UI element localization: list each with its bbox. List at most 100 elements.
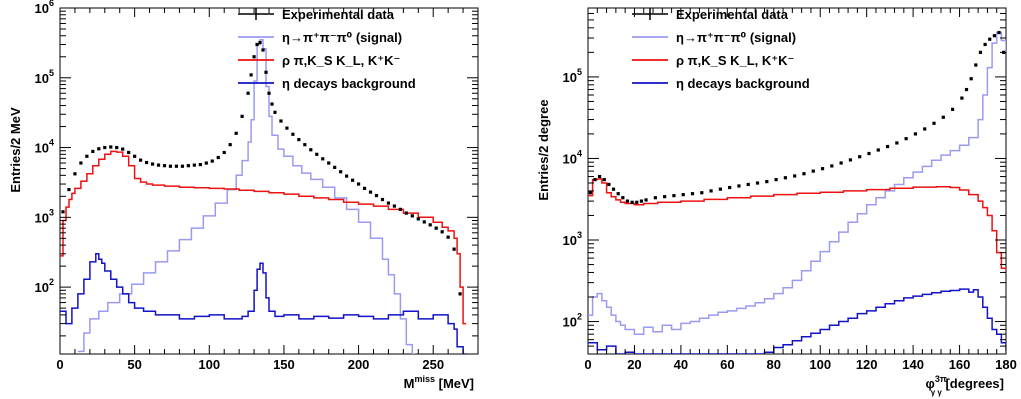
- data-point: [249, 73, 253, 77]
- data-point: [252, 55, 256, 59]
- data-point: [983, 42, 987, 47]
- data-point: [386, 201, 391, 205]
- y-tick-label: 105: [563, 67, 582, 85]
- data-point: [204, 161, 208, 165]
- series-data-points: [61, 40, 462, 296]
- data-point: [746, 182, 750, 187]
- data-point: [156, 163, 161, 167]
- data-point: [598, 174, 602, 179]
- x-axis-ticks: 0 50 100 150 200 250: [56, 8, 479, 372]
- data-point: [374, 193, 379, 198]
- data-point: [404, 211, 408, 215]
- data-point: [969, 77, 973, 81]
- data-point: [858, 155, 862, 159]
- data-point: [607, 182, 611, 187]
- x-tick-label: 50: [127, 357, 141, 372]
- legend-entry-signal: η→π⁺π⁻π⁰ (signal): [632, 30, 796, 45]
- data-point: [61, 210, 65, 214]
- data-point: [923, 127, 927, 131]
- data-point: [368, 190, 373, 194]
- data-point: [783, 176, 787, 180]
- data-point: [653, 196, 657, 200]
- data-point: [115, 145, 119, 150]
- data-point: [127, 150, 131, 155]
- x-tick-label: 0: [584, 357, 591, 372]
- data-point: [690, 192, 695, 196]
- series-bkg-line: [588, 178, 1006, 274]
- data-point: [91, 149, 95, 154]
- data-point: [960, 96, 964, 100]
- data-point: [848, 158, 853, 162]
- data-point: [303, 143, 307, 147]
- data-point: [216, 155, 220, 160]
- series-eta-line: [588, 288, 1006, 354]
- data-point: [428, 223, 432, 227]
- data-point: [73, 172, 77, 176]
- data-point: [144, 160, 149, 165]
- data-point: [345, 174, 349, 178]
- data-point: [356, 182, 361, 186]
- legend-entry-data: Experimental data: [238, 7, 395, 22]
- x-tick-label: 150: [273, 357, 295, 372]
- data-point: [186, 164, 190, 168]
- data-point: [315, 152, 319, 156]
- data-point: [285, 126, 289, 130]
- x-tick-label: 140: [902, 357, 924, 372]
- y-axis-label: Entries/2 MeV: [8, 107, 23, 193]
- y-tick-label: 106: [35, 0, 54, 16]
- legend: Experimental data η→π⁺π⁻π⁰ (signal) ρ π,K_…: [632, 7, 810, 91]
- data-point: [261, 48, 265, 52]
- data-point: [997, 30, 1001, 35]
- data-point: [85, 154, 89, 158]
- data-point: [150, 162, 155, 166]
- data-point: [621, 196, 625, 200]
- x-tick-label: 20: [627, 357, 641, 372]
- data-point: [630, 200, 634, 204]
- data-point: [264, 70, 268, 74]
- data-point: [602, 178, 606, 182]
- data-point: [168, 164, 173, 168]
- series-layer: [588, 30, 1006, 354]
- data-point: [267, 91, 271, 95]
- data-point: [97, 147, 101, 151]
- x-tick-label: 0: [56, 357, 63, 372]
- data-point: [234, 131, 238, 135]
- x-axis-label: φ3π γ γ [degrees]: [926, 374, 1004, 397]
- legend-entry-eta: η decays background: [632, 76, 810, 91]
- data-point: [672, 194, 676, 198]
- data-point: [410, 214, 414, 218]
- data-point: [273, 110, 277, 114]
- data-point: [950, 107, 955, 111]
- data-point: [913, 132, 918, 136]
- data-point: [765, 180, 769, 184]
- data-point: [611, 187, 616, 191]
- data-point: [728, 185, 732, 190]
- series-data-points: [588, 30, 1006, 204]
- x-axis-label: Mmiss [MeV]: [404, 374, 474, 391]
- legend-label: η→π⁺π⁻π⁰ (signal): [282, 30, 402, 45]
- data-point: [103, 145, 107, 150]
- legend-entry-signal: η→π⁺π⁻π⁰ (signal): [238, 30, 402, 45]
- data-point: [180, 164, 185, 168]
- series-layer: [60, 39, 467, 354]
- series-signal-line: [588, 31, 1006, 335]
- data-point: [392, 204, 396, 208]
- data-point: [964, 87, 969, 92]
- y-tick-label: 103: [35, 207, 54, 225]
- data-point: [978, 50, 983, 54]
- x-tick-label: 80: [767, 357, 781, 372]
- data-point: [588, 191, 592, 195]
- data-point: [700, 191, 704, 195]
- data-point: [398, 207, 402, 211]
- data-point: [755, 181, 760, 185]
- data-point: [839, 161, 843, 165]
- data-point: [876, 148, 880, 152]
- x-tick-label: 100: [809, 357, 831, 372]
- data-point: [228, 143, 232, 147]
- data-point: [109, 145, 113, 149]
- x-tick-label: 60: [720, 357, 734, 372]
- data-point: [198, 162, 202, 167]
- data-point: [121, 147, 125, 151]
- y-axis-ticks: 102 103 104 105: [563, 7, 1006, 355]
